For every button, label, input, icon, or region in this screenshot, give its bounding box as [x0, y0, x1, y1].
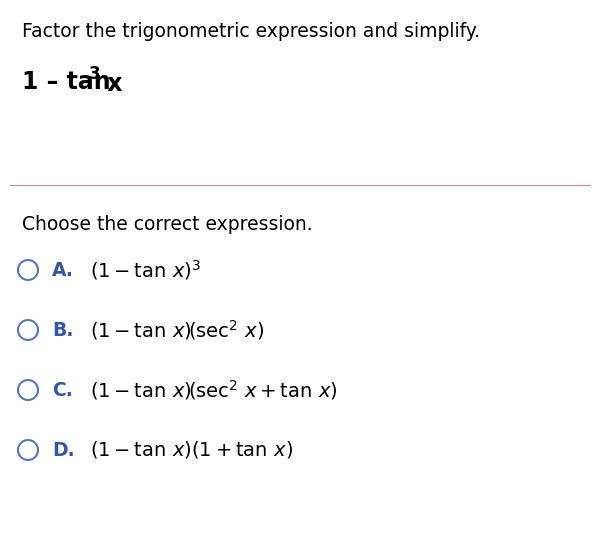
Text: B.: B.: [52, 320, 73, 339]
Text: D.: D.: [52, 441, 74, 460]
Text: $(1 - \mathrm{tan}\ x)(1 + \mathrm{tan}\ x)$: $(1 - \mathrm{tan}\ x)(1 + \mathrm{tan}\…: [90, 440, 293, 461]
Text: C.: C.: [52, 380, 73, 399]
Text: 1 – tan: 1 – tan: [22, 70, 110, 94]
Text: $(1 - \mathrm{tan}\ x)^3$: $(1 - \mathrm{tan}\ x)^3$: [90, 258, 201, 282]
Text: $(1 - \mathrm{tan}\ x)\!\left(\mathrm{sec}^2\ x + \mathrm{tan}\ x\right)$: $(1 - \mathrm{tan}\ x)\!\left(\mathrm{se…: [90, 378, 338, 402]
Text: $(1 - \mathrm{tan}\ x)\!\left(\mathrm{sec}^2\ x\right)$: $(1 - \mathrm{tan}\ x)\!\left(\mathrm{se…: [90, 318, 264, 342]
Text: A.: A.: [52, 261, 74, 280]
Text: x: x: [99, 72, 122, 96]
Text: Choose the correct expression.: Choose the correct expression.: [22, 215, 313, 234]
Text: Factor the trigonometric expression and simplify.: Factor the trigonometric expression and …: [22, 22, 480, 41]
Text: 3: 3: [89, 65, 101, 83]
